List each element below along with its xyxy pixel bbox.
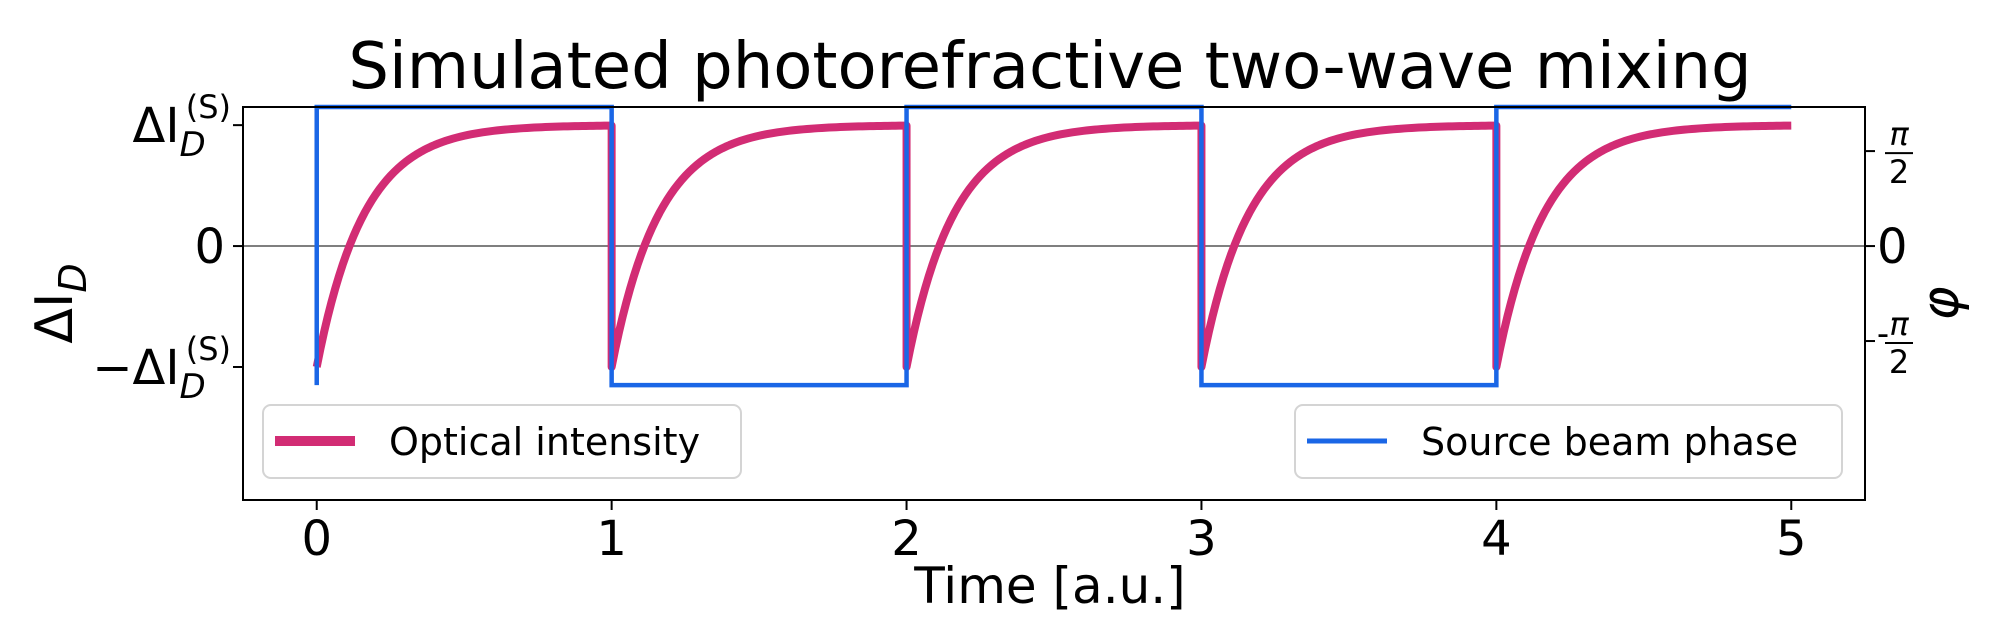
plot-frame — [242, 106, 1866, 501]
x-tick-label: 4 — [1481, 511, 1512, 567]
chart-title: Simulated photorefractive two-wave mixin… — [348, 30, 1751, 104]
y-axis-label: ΔID — [25, 263, 95, 343]
x-tick-label: 5 — [1776, 511, 1807, 567]
legend-source-beam-phase: Source beam phase — [1294, 404, 1843, 479]
x-tick-label: 0 — [301, 511, 332, 567]
x-tick-label: 2 — [891, 511, 922, 567]
y-right-tick-numerator: π — [1889, 115, 1909, 153]
x-axis-label: Time [a.u.] — [913, 557, 1185, 615]
y-right-axis-label: φ — [1911, 286, 1971, 320]
y-right-tick-denominator: 2 — [1889, 343, 1909, 381]
legend-box — [262, 404, 742, 479]
y-tick-label: ΔID(S) — [133, 88, 231, 165]
y-tick-label: −ΔID(S) — [92, 330, 231, 407]
y-right-tick-label: 0 — [1877, 219, 1908, 275]
x-tick-label: 3 — [1186, 511, 1217, 567]
y-tick-label: 0 — [194, 219, 225, 275]
legend-label: Optical intensity — [389, 420, 700, 464]
series-optical-intensity — [312, 121, 1792, 371]
y-right-tick-denominator: 2 — [1889, 153, 1909, 191]
legend-box — [1294, 404, 1843, 479]
legend-label: Source beam phase — [1421, 420, 1798, 464]
y-right-tick-sign: - — [1877, 314, 1889, 354]
legend-optical-intensity: Optical intensity — [262, 404, 742, 479]
y-right-tick-numerator: π — [1889, 305, 1909, 343]
x-tick-label: 1 — [596, 511, 627, 567]
